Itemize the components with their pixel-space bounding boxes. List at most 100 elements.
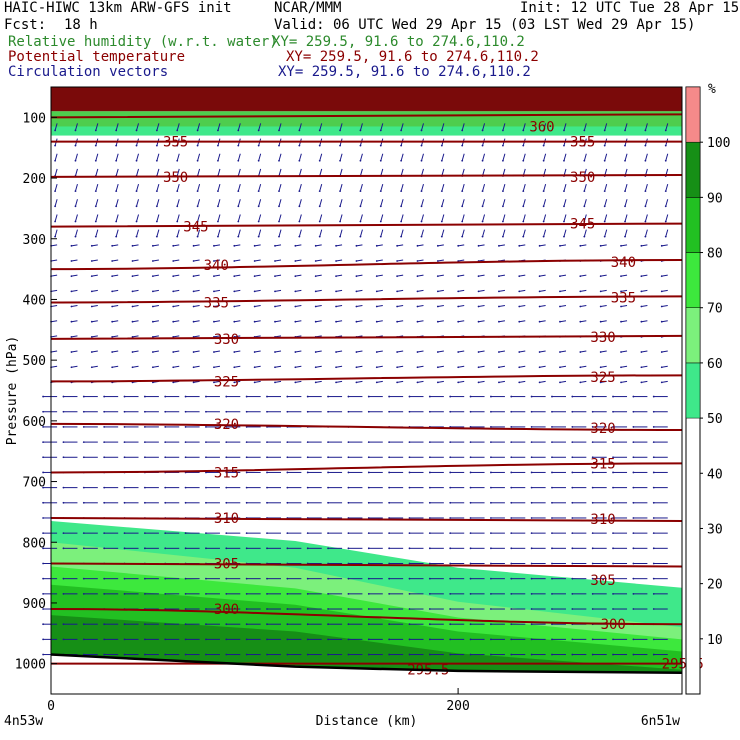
vector-arrowhead	[306, 638, 309, 641]
vector-arrow	[359, 214, 363, 222]
vector-arrowhead	[652, 471, 655, 474]
vector-arrowhead	[62, 623, 65, 626]
colorbar-tick-label: 100	[707, 136, 730, 151]
vector-arrowhead	[172, 320, 175, 323]
vector-arrowhead	[172, 290, 175, 293]
vector-arrow	[295, 274, 302, 277]
vector-arrowhead	[42, 501, 45, 504]
vector-arrowhead	[164, 577, 167, 580]
vector-arrowhead	[164, 486, 167, 489]
vector-arrowhead	[318, 190, 321, 193]
vector-arrow	[644, 153, 648, 161]
vector-arrowhead	[477, 366, 480, 369]
vector-arrowhead	[510, 653, 513, 656]
vector-arrowhead	[420, 220, 423, 223]
vector-arrowhead	[123, 441, 126, 443]
vector-arrowhead	[461, 159, 464, 162]
vector-arrowhead	[257, 190, 260, 193]
vector-arrowhead	[233, 260, 236, 262]
vector-arrowhead	[225, 592, 228, 595]
vector-arrow	[315, 380, 322, 383]
vector-arrow	[661, 380, 668, 383]
vector-arrowhead	[660, 351, 663, 353]
vector-arrowhead	[94, 129, 97, 132]
vector-arrow	[95, 123, 99, 131]
vector-arrowhead	[306, 623, 309, 626]
vector-arrowhead	[449, 532, 452, 535]
vector-arrow	[519, 289, 526, 292]
vector-arrowhead	[510, 577, 513, 580]
vector-arrow	[173, 350, 180, 353]
vector-arrowhead	[396, 290, 399, 293]
vector-arrowhead	[103, 653, 106, 656]
vector-arrowhead	[632, 592, 635, 595]
vector-arrow	[359, 123, 363, 131]
vector-arrow	[237, 153, 241, 161]
vector-arrow	[176, 214, 180, 222]
vector-arrowhead	[164, 608, 167, 610]
vector-arrow	[173, 320, 180, 323]
theta-label: 355	[570, 135, 595, 151]
vector-arrowhead	[612, 577, 614, 580]
vector-arrow	[458, 380, 465, 383]
vector-arrowhead	[90, 351, 93, 353]
vector-arrowhead	[306, 547, 309, 550]
vector-arrow	[95, 199, 99, 207]
vector-arrow	[478, 244, 485, 247]
vector-arrowhead	[428, 471, 431, 474]
vector-arrowhead	[388, 532, 391, 535]
vector-arrowhead	[54, 144, 57, 147]
vector-arrowhead	[583, 129, 586, 132]
x-tick-label: 200	[446, 699, 469, 714]
field-vec-xy: XY= 259.5, 91.6 to 274.6,110.2	[278, 64, 531, 80]
vector-arrow	[441, 183, 445, 192]
vector-arrowhead	[123, 486, 126, 489]
vector-arrowhead	[62, 395, 65, 398]
vector-arrowhead	[449, 577, 452, 580]
vector-arrow	[580, 305, 587, 308]
vector-arrowhead	[62, 547, 65, 550]
vector-arrowhead	[339, 235, 341, 238]
vector-arrowhead	[327, 441, 329, 443]
vector-arrowhead	[327, 592, 329, 595]
vector-arrowhead	[624, 159, 626, 162]
vector-arrow	[376, 259, 383, 262]
vector-arrowhead	[306, 395, 309, 398]
vector-arrow	[417, 244, 424, 247]
vector-arrow	[539, 305, 546, 308]
vector-arrow	[498, 350, 505, 353]
vector-arrowhead	[599, 366, 602, 369]
vector-arrowhead	[225, 653, 228, 656]
vector-arrowhead	[286, 486, 289, 489]
vector-arrow	[234, 380, 241, 383]
vector-arrowhead	[388, 486, 391, 489]
vector-arrowhead	[420, 190, 423, 193]
vector-arrowhead	[530, 410, 533, 413]
vector-arrowhead	[469, 471, 472, 474]
vector-arrowhead	[294, 320, 297, 323]
vector-arrow	[539, 350, 546, 353]
vector-arrowhead	[237, 190, 240, 193]
vector-arrowhead	[664, 235, 667, 238]
vector-arrow	[254, 380, 261, 383]
vector-arrowhead	[90, 366, 93, 369]
vector-arrowhead	[591, 410, 594, 413]
vector-arrowhead	[233, 244, 236, 247]
vector-arrowhead	[652, 517, 655, 519]
vector-arrow	[71, 274, 78, 277]
vector-arrow	[152, 244, 159, 247]
theta-contour-325	[50, 374, 683, 383]
field-theta-xy: XY= 259.5, 91.6 to 274.6,110.2	[286, 49, 539, 65]
vector-arrowhead	[172, 275, 175, 278]
vector-arrow	[600, 305, 607, 308]
vector-arrowhead	[131, 260, 134, 262]
vector-arrowhead	[225, 456, 228, 459]
vector-arrowhead	[286, 653, 289, 656]
vector-arrowhead	[245, 653, 248, 656]
vector-arrowhead	[347, 547, 350, 550]
vector-arrowhead	[632, 547, 635, 550]
vector-arrowhead	[90, 260, 93, 262]
vector-arrowhead	[538, 320, 541, 323]
vector-arrowhead	[266, 592, 268, 595]
vector-arrow	[213, 274, 221, 277]
